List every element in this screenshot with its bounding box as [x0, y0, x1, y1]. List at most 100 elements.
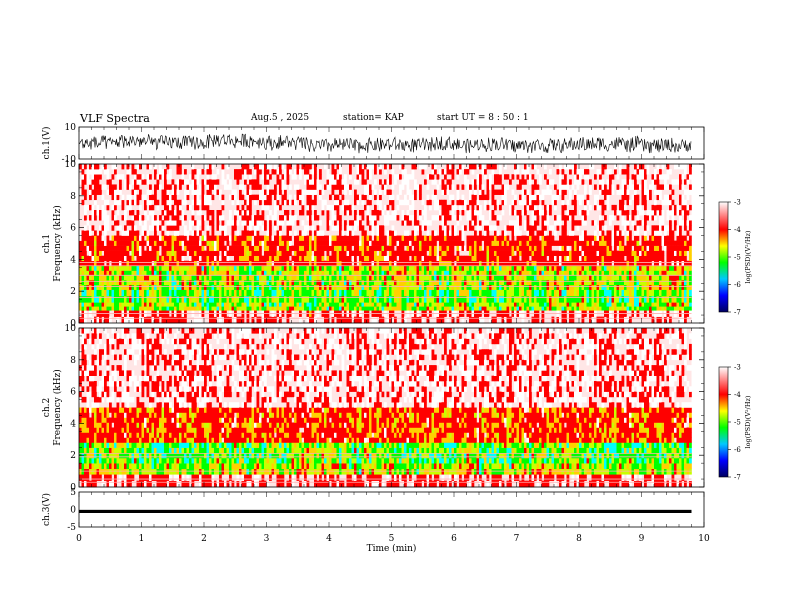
spectrogram-cell	[434, 204, 437, 211]
spectrogram-cell	[569, 295, 572, 303]
spectrogram-cell	[336, 179, 340, 185]
spectrogram-cell	[269, 174, 272, 180]
spectrogram-cell	[84, 284, 87, 290]
spectrogram-cell	[356, 284, 360, 290]
spectrogram-cell	[394, 179, 397, 185]
spectrogram-cell	[374, 270, 377, 276]
spectrogram-cell	[434, 235, 437, 241]
spectrogram-cell	[269, 245, 272, 251]
spectrogram-cell	[91, 245, 95, 251]
spectrogram-cell	[389, 194, 392, 201]
spectrogram-cell	[219, 280, 222, 286]
spectrogram-cell	[214, 265, 217, 271]
spectrogram-cell	[494, 174, 497, 180]
spectrogram-cell	[589, 250, 592, 256]
spectrogram-cell	[209, 250, 212, 256]
spectrogram-cell	[516, 284, 520, 290]
spectrogram-cell	[279, 245, 282, 251]
spectrogram-cell	[131, 215, 135, 221]
spectrogram-cell	[189, 204, 192, 211]
spectrogram-cell	[86, 306, 90, 311]
spectrogram-cell	[96, 316, 100, 324]
spectrogram-cell	[411, 240, 415, 246]
spectrogram-cell	[539, 240, 542, 246]
spectrogram-cell	[469, 194, 472, 201]
spectrogram-cell	[84, 215, 87, 221]
spectrogram-cell	[306, 179, 310, 185]
spectrogram-cell	[284, 260, 287, 267]
spectrogram-cell	[436, 174, 440, 180]
spectrogram-cell	[579, 179, 582, 185]
spectrogram-cell	[271, 250, 275, 256]
spectrogram-cell	[594, 250, 597, 256]
spectrogram-cell	[341, 250, 345, 256]
spectrogram-cell	[469, 235, 472, 241]
spectrogram-cell	[184, 275, 187, 281]
spectrogram-cell	[259, 250, 262, 256]
spectrogram-cell	[194, 235, 197, 241]
spectrogram-cell	[514, 220, 517, 226]
spectrogram-cell	[344, 204, 347, 211]
spectrogram-cell	[229, 179, 232, 185]
spectrogram-cell	[464, 265, 467, 271]
spectrogram-cell	[161, 306, 165, 311]
spectrogram-cell	[344, 240, 347, 246]
spectrogram-cell	[351, 306, 355, 311]
spectrogram-cell	[399, 235, 402, 241]
spectrogram-cell	[429, 280, 432, 286]
spectrogram-cell	[364, 260, 367, 267]
spectrogram-cell	[329, 184, 332, 190]
spectrogram-cell	[514, 164, 517, 170]
spectrogram-cell	[224, 179, 227, 185]
spectrogram-cell	[176, 179, 180, 185]
spectrogram-cell	[489, 235, 492, 241]
spectrogram-cell	[456, 199, 460, 206]
spectrogram-cell	[496, 302, 500, 307]
spectrogram-cell	[294, 270, 297, 276]
spectrogram-cell	[321, 275, 325, 281]
spectrogram-cell	[99, 302, 102, 307]
spectrogram-cell	[111, 280, 115, 286]
spectrogram-cell	[351, 220, 355, 226]
spectrogram-cell	[244, 220, 247, 226]
spectrogram-cell	[319, 306, 322, 311]
spectrogram-cell	[346, 250, 350, 256]
spectrogram-cell	[196, 265, 200, 271]
spectrogram-cell	[419, 184, 422, 190]
spectrogram-cell	[231, 240, 235, 246]
spectrogram-cell	[129, 204, 132, 211]
spectrogram-cell	[434, 245, 437, 251]
spectrogram-cell	[121, 199, 125, 206]
spectrogram-cell	[421, 245, 425, 251]
spectrogram-cell	[439, 235, 442, 241]
spectrogram-cell	[546, 189, 550, 195]
spectrogram-cell	[564, 189, 567, 195]
spectrogram-cell	[424, 295, 427, 303]
spectrogram-cell	[201, 184, 205, 190]
spectrogram-cell	[301, 250, 305, 256]
spectrogram-cell	[219, 284, 222, 290]
spectrogram-cell	[404, 215, 407, 221]
spectrogram-cell	[464, 225, 467, 231]
spectrogram-cell	[254, 235, 257, 241]
spectrogram-cell	[124, 265, 127, 271]
spectrogram-cell	[599, 199, 602, 206]
spectrogram-cell	[291, 295, 295, 303]
spectrogram-cell	[311, 260, 315, 267]
spectrogram-cell	[246, 280, 250, 286]
spectrogram-cell	[296, 289, 300, 297]
spectrogram-cell	[191, 240, 195, 246]
spectrogram-cell	[581, 295, 585, 303]
spectrogram-cell	[391, 295, 395, 303]
spectrogram-cell	[296, 184, 300, 190]
spectrogram-cell	[181, 295, 185, 303]
spectrogram-cell	[279, 179, 282, 185]
spectrogram-cell	[349, 240, 352, 246]
spectrogram-cell	[139, 280, 142, 286]
spectrogram-cell	[104, 209, 107, 216]
spectrogram-cell	[521, 250, 525, 256]
spectrogram-cell	[529, 194, 532, 201]
spectrogram-cell	[601, 284, 605, 290]
spectrogram-cell	[166, 220, 170, 226]
spectrogram-cell	[541, 306, 545, 311]
